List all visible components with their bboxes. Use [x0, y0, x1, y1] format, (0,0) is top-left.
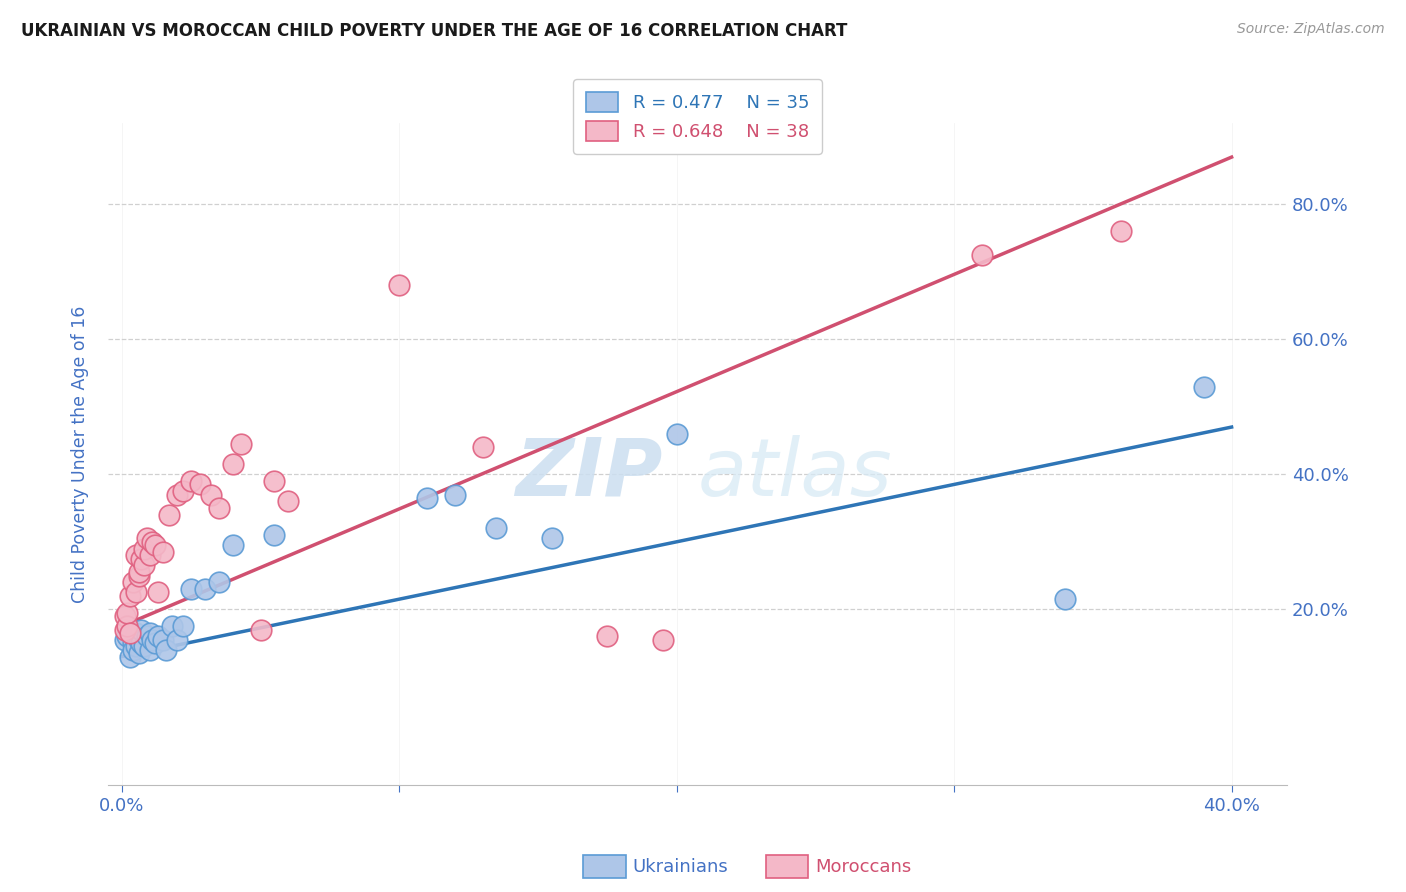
Point [188, 477, 211, 491]
Point [132, 541, 155, 556]
Y-axis label: Child Poverty Under the Age of 16: Child Poverty Under the Age of 16 [72, 305, 89, 603]
Point [117, 629, 139, 643]
Point [128, 632, 150, 647]
Point [125, 585, 148, 599]
Text: atlas: atlas [697, 435, 893, 513]
Point [155, 642, 177, 657]
Point [143, 538, 166, 552]
Point [120, 589, 142, 603]
Point [114, 609, 136, 624]
Point [443, 487, 465, 501]
Point [146, 629, 169, 643]
Point [665, 426, 688, 441]
Point [128, 565, 150, 579]
Point [129, 551, 152, 566]
Point [122, 636, 145, 650]
Point [141, 632, 163, 647]
Point [117, 606, 139, 620]
Point [485, 521, 508, 535]
Point [172, 619, 194, 633]
Point [416, 491, 439, 505]
Point [471, 440, 494, 454]
Point [122, 642, 145, 657]
Point [132, 640, 155, 654]
Point [117, 619, 139, 633]
Point [128, 646, 150, 660]
Point [263, 528, 285, 542]
Point [122, 575, 145, 590]
Point [129, 623, 152, 637]
Point [277, 494, 299, 508]
Point [180, 582, 202, 596]
Point [125, 549, 148, 563]
Point [194, 582, 217, 596]
Text: UKRAINIAN VS MOROCCAN CHILD POVERTY UNDER THE AGE OF 16 CORRELATION CHART: UKRAINIAN VS MOROCCAN CHILD POVERTY UNDE… [21, 22, 848, 40]
Point [152, 545, 174, 559]
Point [129, 636, 152, 650]
Point [120, 649, 142, 664]
Point [138, 642, 160, 657]
Point [172, 484, 194, 499]
Point [160, 619, 183, 633]
Point [138, 626, 160, 640]
Point [146, 585, 169, 599]
Point [1192, 379, 1215, 393]
Point [132, 558, 155, 573]
Point [263, 474, 285, 488]
Point [222, 457, 245, 471]
Text: Source: ZipAtlas.com: Source: ZipAtlas.com [1237, 22, 1385, 37]
Point [143, 636, 166, 650]
Point [125, 640, 148, 654]
Point [128, 568, 150, 582]
Point [138, 549, 160, 563]
Point [152, 632, 174, 647]
Text: Ukrainians: Ukrainians [633, 858, 728, 876]
Point [970, 248, 993, 262]
Point [166, 632, 188, 647]
Point [1109, 224, 1132, 238]
Point [120, 626, 142, 640]
Text: Moroccans: Moroccans [815, 858, 911, 876]
Point [114, 632, 136, 647]
Point [541, 532, 564, 546]
Point [141, 534, 163, 549]
Point [157, 508, 180, 522]
Point [222, 538, 245, 552]
Point [1054, 592, 1077, 607]
Point [388, 278, 411, 293]
Point [135, 532, 157, 546]
Point [231, 437, 253, 451]
Point [208, 575, 231, 590]
Point [208, 501, 231, 516]
Point [249, 623, 271, 637]
Point [166, 487, 188, 501]
Point [114, 623, 136, 637]
Point [200, 487, 222, 501]
Point [596, 629, 619, 643]
Legend: R = 0.477    N = 35, R = 0.648    N = 38: R = 0.477 N = 35, R = 0.648 N = 38 [574, 79, 823, 153]
Point [135, 629, 157, 643]
Point [180, 474, 202, 488]
Point [651, 632, 673, 647]
Point [125, 626, 148, 640]
Text: ZIP: ZIP [515, 435, 662, 513]
